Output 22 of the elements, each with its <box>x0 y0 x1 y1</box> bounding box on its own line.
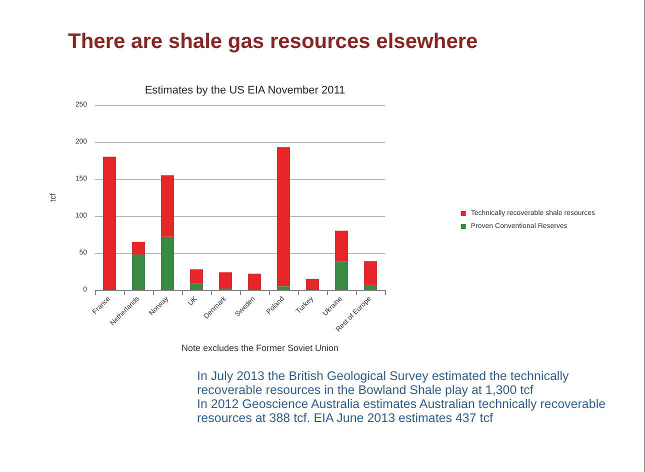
chart-title: There are shale gas resources elsewhere <box>68 30 478 54</box>
text: In 2012 Geoscience Australia estimates Australian technically recoverable resources at 388 tcf. EIA June 2013 estimates 437 tcf <box>197 397 607 425</box>
bar <box>364 284 377 290</box>
bar <box>335 230 348 262</box>
bar <box>190 269 203 284</box>
bar <box>364 261 377 285</box>
bar <box>335 261 348 290</box>
bar <box>248 274 261 290</box>
bar <box>132 254 145 290</box>
bar <box>161 175 174 237</box>
text: In July 2013 the British Geological Survey estimated the technically recoverable resources in the Bowland Shale play at 1,300 tcf <box>197 369 570 397</box>
bar <box>277 147 290 286</box>
y-axis-title: tcf <box>48 192 58 202</box>
bar <box>132 242 145 254</box>
bar <box>219 272 232 289</box>
chart-subtitle: Estimates by the US EIA November 2011 <box>144 84 346 96</box>
bar <box>306 278 319 290</box>
text: Note excludes the Former Soviet Union <box>180 343 340 353</box>
bar <box>161 236 174 290</box>
bar <box>190 283 203 290</box>
bar <box>103 156 116 290</box>
bar <box>277 286 290 290</box>
